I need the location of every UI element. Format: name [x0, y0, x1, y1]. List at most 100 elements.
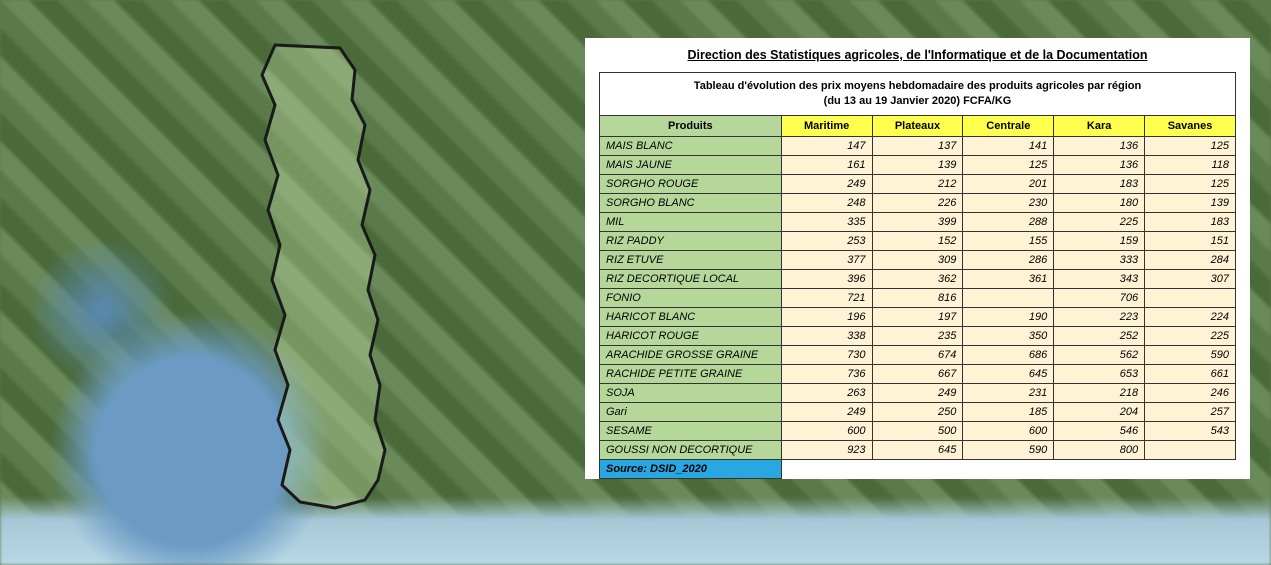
price-cell: 730	[781, 345, 872, 364]
price-cell: 235	[872, 326, 963, 345]
table-title: Tableau d'évolution des prix moyens hebd…	[600, 73, 1236, 116]
price-cell: 147	[781, 136, 872, 155]
price-cell: 800	[1054, 440, 1145, 459]
price-cell: 250	[872, 402, 963, 421]
price-cell: 224	[1145, 307, 1236, 326]
price-cell: 201	[963, 174, 1054, 193]
price-cell: 139	[1145, 193, 1236, 212]
price-cell: 161	[781, 155, 872, 174]
price-cell: 546	[1054, 421, 1145, 440]
col-header-plateaux: Plateaux	[872, 115, 963, 136]
table-row: RIZ ETUVE377309286333284	[600, 250, 1236, 269]
product-name: SESAME	[600, 421, 782, 440]
table-row: RIZ DECORTIQUE LOCAL396362361343307	[600, 269, 1236, 288]
product-name: RACHIDE PETITE GRAINE	[600, 364, 782, 383]
product-name: HARICOT BLANC	[600, 307, 782, 326]
product-name: MAIS JAUNE	[600, 155, 782, 174]
col-header-kara: Kara	[1054, 115, 1145, 136]
price-cell: 125	[1145, 174, 1236, 193]
price-cell: 307	[1145, 269, 1236, 288]
col-header-produits: Produits	[600, 115, 782, 136]
product-name: FONIO	[600, 288, 782, 307]
price-cell: 350	[963, 326, 1054, 345]
price-cell: 338	[781, 326, 872, 345]
table-row: HARICOT ROUGE338235350252225	[600, 326, 1236, 345]
table-body: MAIS BLANC147137141136125MAIS JAUNE16113…	[600, 136, 1236, 478]
price-cell: 288	[963, 212, 1054, 231]
price-cell: 196	[781, 307, 872, 326]
country-outline	[180, 30, 480, 530]
price-cell: 661	[1145, 364, 1236, 383]
table-row: SOJA263249231218246	[600, 383, 1236, 402]
col-header-maritime: Maritime	[781, 115, 872, 136]
price-cell	[1145, 288, 1236, 307]
product-name: MIL	[600, 212, 782, 231]
price-cell: 543	[1145, 421, 1236, 440]
product-name: Gari	[600, 402, 782, 421]
table-row: HARICOT BLANC196197190223224	[600, 307, 1236, 326]
table-row: GOUSSI NON DECORTIQUE923645590800	[600, 440, 1236, 459]
product-name: RIZ ETUVE	[600, 250, 782, 269]
price-cell: 396	[781, 269, 872, 288]
price-cell: 377	[781, 250, 872, 269]
source-row: Source: DSID_2020	[600, 459, 1236, 478]
price-cell: 590	[1145, 345, 1236, 364]
price-cell: 212	[872, 174, 963, 193]
price-cell: 653	[1054, 364, 1145, 383]
price-cell: 706	[1054, 288, 1145, 307]
price-cell: 204	[1054, 402, 1145, 421]
table-row: RIZ PADDY253152155159151	[600, 231, 1236, 250]
source-empty	[781, 459, 1235, 478]
price-table: Tableau d'évolution des prix moyens hebd…	[599, 72, 1236, 479]
price-cell: 249	[872, 383, 963, 402]
price-cell: 246	[1145, 383, 1236, 402]
price-cell: 125	[1145, 136, 1236, 155]
price-cell: 736	[781, 364, 872, 383]
price-cell: 686	[963, 345, 1054, 364]
price-cell: 190	[963, 307, 1054, 326]
table-row: SORGHO ROUGE249212201183125	[600, 174, 1236, 193]
price-cell: 309	[872, 250, 963, 269]
price-cell: 286	[963, 250, 1054, 269]
price-cell: 125	[963, 155, 1054, 174]
product-name: SORGHO ROUGE	[600, 174, 782, 193]
price-cell: 136	[1054, 136, 1145, 155]
table-row: Gari249250185204257	[600, 402, 1236, 421]
price-cell: 136	[1054, 155, 1145, 174]
price-cell: 152	[872, 231, 963, 250]
price-cell: 180	[1054, 193, 1145, 212]
table-row: MAIS BLANC147137141136125	[600, 136, 1236, 155]
price-cell: 226	[872, 193, 963, 212]
price-cell: 590	[963, 440, 1054, 459]
product-name: ARACHIDE GROSSE GRAINE	[600, 345, 782, 364]
price-cell: 139	[872, 155, 963, 174]
table-row: RACHIDE PETITE GRAINE736667645653661	[600, 364, 1236, 383]
data-panel: Direction des Statistiques agricoles, de…	[585, 38, 1250, 479]
price-cell: 600	[963, 421, 1054, 440]
price-cell: 674	[872, 345, 963, 364]
price-cell: 721	[781, 288, 872, 307]
document-title: Direction des Statistiques agricoles, de…	[599, 48, 1236, 62]
table-row: ARACHIDE GROSSE GRAINE730674686562590	[600, 345, 1236, 364]
price-cell: 667	[872, 364, 963, 383]
price-cell: 333	[1054, 250, 1145, 269]
price-cell: 645	[872, 440, 963, 459]
price-cell: 645	[963, 364, 1054, 383]
table-row: SORGHO BLANC248226230180139	[600, 193, 1236, 212]
price-cell: 600	[781, 421, 872, 440]
price-cell: 362	[872, 269, 963, 288]
price-cell: 257	[1145, 402, 1236, 421]
price-cell: 225	[1145, 326, 1236, 345]
price-cell: 249	[781, 174, 872, 193]
price-cell: 335	[781, 212, 872, 231]
price-cell: 159	[1054, 231, 1145, 250]
price-cell: 155	[963, 231, 1054, 250]
price-cell: 225	[1054, 212, 1145, 231]
table-row: MAIS JAUNE161139125136118	[600, 155, 1236, 174]
price-cell: 562	[1054, 345, 1145, 364]
product-name: SOJA	[600, 383, 782, 402]
price-cell: 252	[1054, 326, 1145, 345]
table-header-row: Produits Maritime Plateaux Centrale Kara…	[600, 115, 1236, 136]
table-row: SESAME600500600546543	[600, 421, 1236, 440]
price-cell: 500	[872, 421, 963, 440]
